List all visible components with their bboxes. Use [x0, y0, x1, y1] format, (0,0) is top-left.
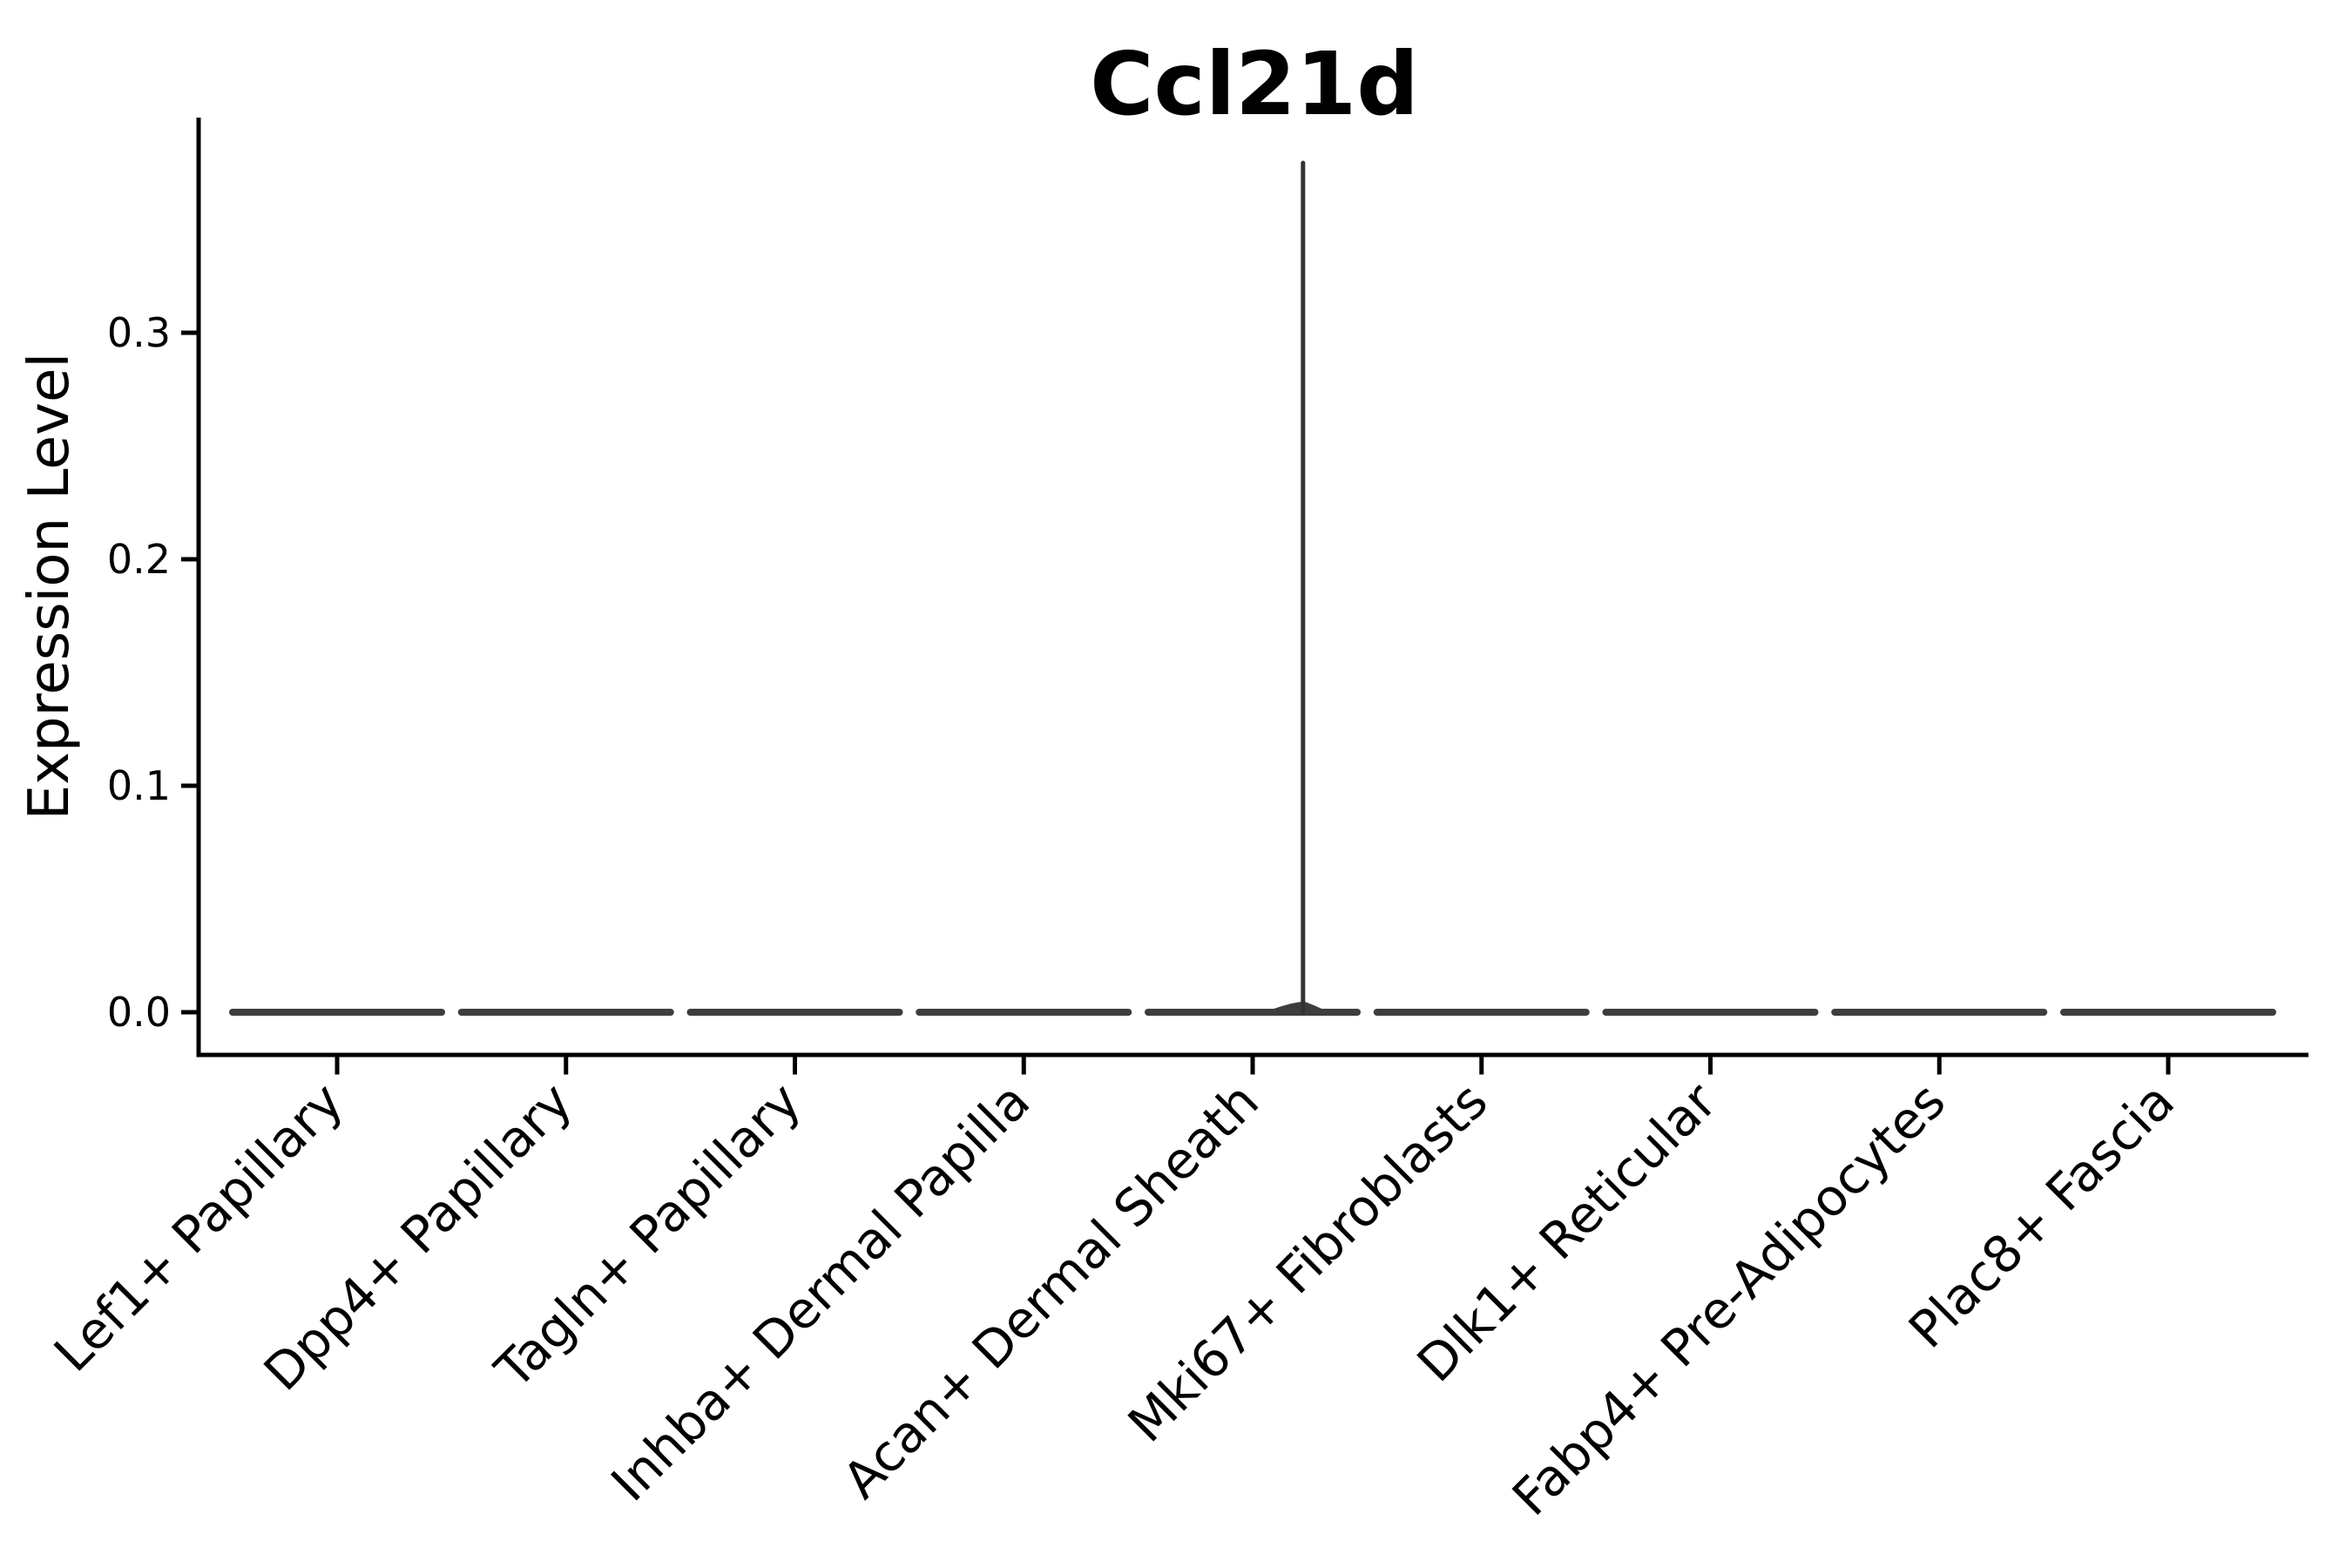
violins-layer [229, 160, 2276, 1016]
y-axis-label: Expression Level [17, 353, 82, 821]
y-tick-label-0.0: 0.0 [107, 989, 171, 1036]
y-tick-label-0.1: 0.1 [107, 762, 171, 809]
x-tick-label-acan-dermal-sheath: Acan+ Dermal Sheath [831, 1071, 1269, 1510]
x-tick-label-fabp4-pre-adipocytes: Fabp4+ Pre-Adipocytes [1501, 1071, 1957, 1527]
x-tick-label-inhba-dermal-papilla: Inhba+ Dermal Papilla [600, 1071, 1042, 1513]
violin-tail-base-acan-dermal-sheath [1254, 1002, 1336, 1016]
chart-title: Ccl21d [1090, 33, 1419, 135]
y-tick-label-0.3: 0.3 [107, 309, 171, 356]
y-tick-label-0.2: 0.2 [107, 536, 171, 583]
